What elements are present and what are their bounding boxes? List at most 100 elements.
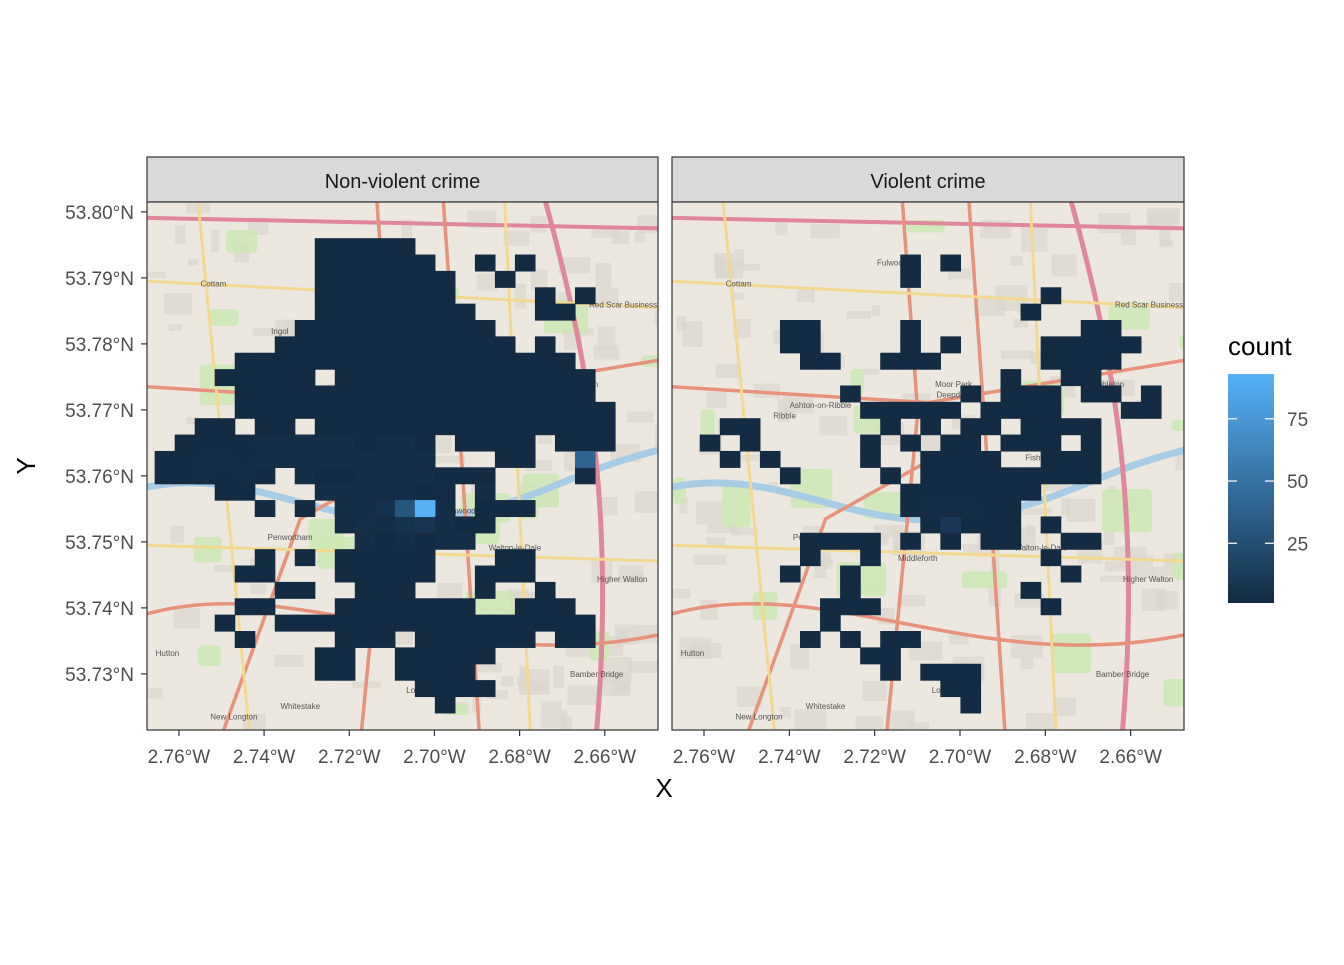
heat-cell bbox=[314, 450, 336, 468]
heat-cell bbox=[960, 483, 982, 501]
heat-cell bbox=[1000, 532, 1022, 550]
heat-cell bbox=[434, 598, 456, 616]
heat-cell bbox=[414, 663, 436, 681]
heat-cell bbox=[779, 320, 801, 337]
heat-cell bbox=[1060, 532, 1082, 550]
heat-cell bbox=[334, 401, 356, 419]
heat-cell bbox=[494, 549, 516, 567]
heat-cell bbox=[414, 385, 436, 403]
heat-cell bbox=[800, 532, 821, 550]
heat-cell bbox=[960, 663, 982, 681]
heat-cell bbox=[1020, 581, 1042, 599]
y-tick-label: 53.80°N bbox=[65, 203, 134, 224]
basemap-block bbox=[734, 249, 745, 266]
heat-cell bbox=[334, 614, 356, 632]
legend-tick-label: 75 bbox=[1287, 410, 1308, 431]
x-tick-label: 2.74°W bbox=[758, 747, 821, 768]
heat-cell bbox=[294, 614, 316, 632]
basemap-block bbox=[846, 310, 872, 319]
heat-cell bbox=[434, 500, 456, 518]
heat-cell bbox=[474, 320, 496, 337]
basemap-block bbox=[431, 455, 466, 464]
basemap-block bbox=[796, 289, 815, 302]
basemap-block bbox=[186, 416, 199, 425]
basemap-block bbox=[1010, 255, 1023, 266]
heat-cell bbox=[274, 352, 296, 370]
heat-cell bbox=[1020, 467, 1042, 485]
heat-cell bbox=[394, 516, 416, 534]
heat-cell bbox=[900, 352, 921, 370]
panel-border bbox=[671, 201, 1185, 731]
heat-cell bbox=[294, 549, 316, 567]
heat-cell bbox=[514, 401, 536, 419]
basemap-block bbox=[1025, 713, 1058, 730]
heat-cell bbox=[940, 532, 962, 550]
basemap-place-label: Ingol bbox=[271, 327, 289, 336]
heat-cell bbox=[1080, 369, 1102, 387]
heat-cell bbox=[980, 500, 1002, 518]
heat-cell bbox=[514, 434, 536, 452]
heat-cell bbox=[920, 483, 941, 501]
heat-cell bbox=[514, 418, 536, 436]
heat-cell bbox=[294, 467, 316, 485]
panel-strip bbox=[146, 156, 659, 203]
heat-cell bbox=[374, 418, 396, 436]
heat-cell bbox=[940, 467, 962, 485]
heat-cell bbox=[1040, 352, 1062, 370]
heat-cell bbox=[534, 614, 556, 632]
heat-cell bbox=[234, 434, 256, 452]
heat-cell bbox=[1040, 418, 1062, 436]
heat-cell bbox=[434, 303, 456, 321]
heat-cell bbox=[454, 680, 476, 698]
heat-cell bbox=[840, 532, 861, 550]
basemap-place-label: Deepdale bbox=[936, 390, 971, 399]
basemap-block bbox=[636, 215, 658, 234]
basemap-block bbox=[1099, 575, 1129, 582]
heat-cell bbox=[574, 467, 596, 485]
basemap-block bbox=[168, 324, 182, 331]
basemap-block bbox=[627, 661, 658, 673]
heat-cell bbox=[234, 352, 256, 370]
heat-cell bbox=[759, 450, 781, 468]
heat-cell bbox=[234, 450, 256, 468]
heat-cell bbox=[234, 467, 256, 485]
basemap-block bbox=[909, 722, 930, 730]
heat-cell bbox=[474, 647, 496, 665]
basemap-block bbox=[188, 259, 199, 266]
heat-cell bbox=[314, 352, 336, 370]
heat-cell bbox=[860, 549, 881, 567]
heat-cell bbox=[394, 434, 416, 452]
heat-cell bbox=[394, 483, 416, 501]
heat-cell bbox=[414, 418, 436, 436]
heat-cell bbox=[374, 450, 396, 468]
basemap-block bbox=[175, 225, 186, 245]
basemap-block bbox=[654, 310, 658, 326]
heat-cell bbox=[1060, 336, 1082, 354]
heat-cell bbox=[454, 631, 476, 648]
x-axis-label: X bbox=[655, 773, 672, 803]
heat-cell bbox=[820, 598, 841, 616]
x-tick-label: 2.66°W bbox=[1099, 747, 1162, 768]
heat-cell bbox=[274, 418, 296, 436]
heat-cell bbox=[1040, 336, 1062, 354]
heat-cell bbox=[474, 352, 496, 370]
heat-cell bbox=[354, 565, 376, 583]
heat-cell bbox=[840, 565, 861, 583]
heat-cell bbox=[980, 418, 1002, 436]
heat-cell bbox=[454, 647, 476, 665]
heat-cell bbox=[434, 631, 456, 648]
heat-cell bbox=[1060, 565, 1082, 583]
x-tick-label: 2.66°W bbox=[574, 747, 637, 768]
basemap-block bbox=[476, 273, 498, 291]
heat-cell bbox=[960, 680, 982, 698]
heat-cell bbox=[1140, 401, 1162, 419]
heat-cell bbox=[454, 467, 476, 485]
heat-cell bbox=[394, 238, 416, 256]
heat-cell bbox=[334, 467, 356, 485]
basemap-block bbox=[947, 268, 972, 280]
heat-cell bbox=[394, 614, 416, 632]
heat-cell bbox=[334, 598, 356, 616]
heat-cell bbox=[374, 434, 396, 452]
heat-cell bbox=[414, 450, 436, 468]
